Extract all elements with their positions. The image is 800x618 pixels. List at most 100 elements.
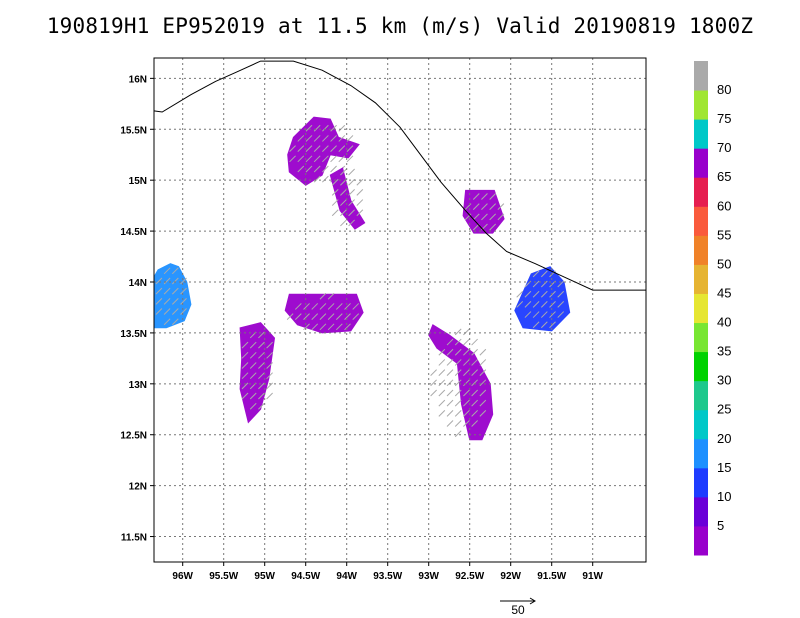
wind-arrow [532, 321, 540, 329]
wind-arrow [454, 389, 462, 397]
wind-arrow [446, 348, 454, 356]
wind-arrow [454, 369, 462, 376]
x-tick-label: 92W [500, 571, 521, 582]
wind-arrow [472, 213, 480, 221]
wind-arrow [171, 297, 179, 305]
wind-arrow [180, 277, 187, 285]
colorbar-segment [694, 351, 708, 382]
reference-vector-label: 50 [511, 603, 525, 617]
wind-arrow [338, 155, 346, 163]
wind-arrow [471, 420, 478, 427]
wind-arrow [322, 165, 329, 173]
wind-arrow [463, 379, 470, 387]
wind-arrow [171, 287, 179, 295]
colorbar-segment [694, 322, 708, 353]
wind-arrow [327, 323, 335, 331]
wind-arrow [155, 308, 163, 315]
x-tick-label: 92.5W [455, 571, 484, 582]
wind-arrow [557, 301, 565, 308]
y-tick-label: 13N [129, 380, 147, 391]
y-tick-label: 12.5N [120, 431, 147, 442]
wind-arrow [472, 203, 480, 211]
colorbar-label: 50 [717, 256, 731, 271]
wind-arrow [479, 409, 487, 417]
wind-arrow [338, 145, 346, 152]
wind-arrow [330, 155, 337, 163]
wind-arrow [241, 341, 249, 349]
wind-arrow [463, 338, 470, 346]
colorbar-label: 35 [717, 344, 731, 359]
wind-arrow [289, 155, 296, 163]
wind-arrow [348, 199, 355, 206]
wind-arrow [438, 389, 446, 397]
wind-arrow [303, 313, 310, 320]
wind-arrow [249, 362, 257, 369]
wind-arrow [454, 399, 462, 407]
colorbar-label: 80 [717, 82, 731, 97]
x-tick-label: 91W [582, 571, 603, 582]
wind-arrow [463, 409, 470, 417]
wind-arrow [344, 323, 351, 331]
colorbar-label: 30 [717, 373, 731, 388]
wind-arrow [557, 290, 565, 298]
wind-arrow [330, 124, 337, 132]
colorbar-segment [694, 438, 708, 469]
wind-arrow [297, 135, 305, 142]
wind-arrow [327, 303, 335, 310]
wind-arrow [303, 323, 310, 331]
wind-arrow [258, 341, 265, 349]
x-tick-label: 93W [418, 571, 439, 582]
x-tick-label: 95W [254, 571, 275, 582]
wind-arrow [348, 168, 355, 176]
wind-arrow [524, 290, 532, 298]
wind-arrow [155, 297, 163, 305]
wind-arrow [258, 362, 265, 369]
wind-arrow [463, 420, 470, 427]
wind-arrow [266, 382, 273, 390]
wind-arrow [540, 290, 548, 298]
colorbar-segment [694, 264, 708, 294]
y-tick-label: 11.5N [121, 533, 147, 544]
wind-arrow [322, 135, 329, 142]
wind-arrow [340, 209, 347, 217]
wind-arrow [331, 189, 339, 196]
wind-arrow [532, 311, 540, 318]
wind-arrow [163, 287, 171, 295]
x-tick-label: 91.5W [537, 571, 566, 582]
wind-arrow [471, 399, 478, 407]
wind-arrow [258, 351, 265, 359]
wind-arrow [479, 389, 487, 397]
wind-arrow [471, 348, 478, 356]
y-tick-label: 15.5N [120, 125, 147, 136]
wind-arrow [338, 124, 346, 132]
wind-arrow [438, 369, 446, 376]
wind-arrow [356, 199, 364, 206]
wind-arrow [352, 313, 360, 320]
colorbar: 5 10 15 20 25 30 35 40 45 50 55 60 65 70 75 80 [694, 61, 731, 556]
wind-arrow [532, 290, 540, 298]
y-tick-label: 13.5N [120, 329, 147, 340]
colorbar-segment [694, 467, 708, 498]
wind-arrow [319, 303, 327, 310]
wind-arrow [516, 301, 524, 308]
wind-arrow [258, 372, 265, 380]
wind-arrow [249, 351, 257, 359]
wind-arrow [454, 359, 462, 366]
wind-arrow [340, 168, 347, 176]
wind-arrow [241, 372, 249, 380]
wind-arrow [438, 348, 446, 356]
wind-arrow [446, 338, 454, 346]
wind-arrow [463, 359, 470, 366]
wind-arrow [163, 267, 171, 275]
wind-arrow [549, 301, 556, 308]
wind-arrow [322, 145, 329, 152]
wind-arrow [549, 321, 556, 329]
wind-arrow [549, 270, 556, 278]
wind-arrow [313, 145, 321, 152]
colorbar-label: 65 [717, 169, 731, 184]
wind-arrow [438, 359, 446, 366]
wind-arrow [249, 402, 257, 410]
wind-arrow [446, 399, 454, 407]
wind-arrow [346, 135, 354, 142]
